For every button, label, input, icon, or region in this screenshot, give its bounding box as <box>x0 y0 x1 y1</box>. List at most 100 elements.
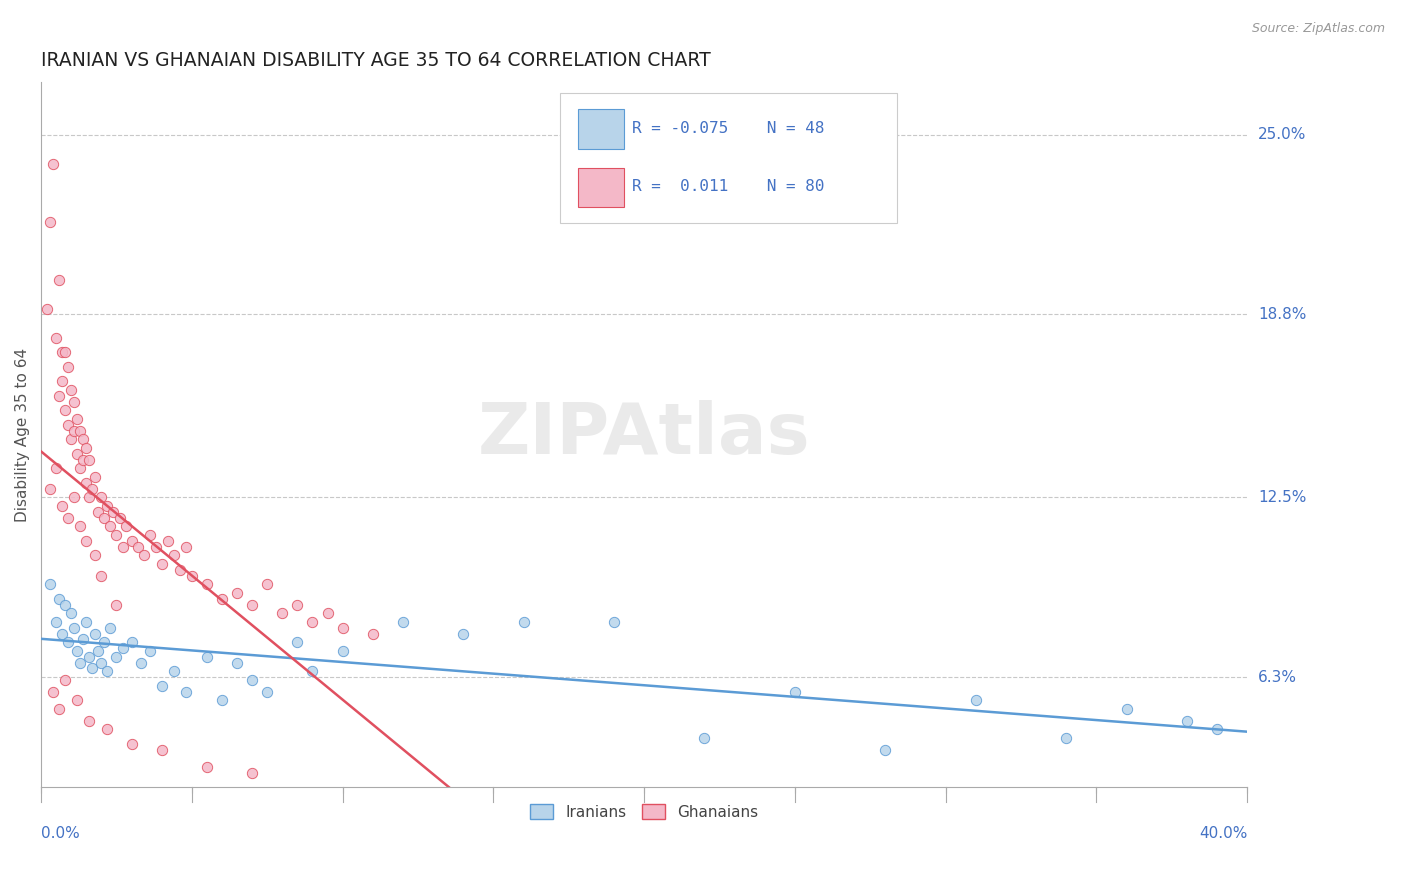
Point <box>79 452 101 467</box>
Point <box>240 766 263 780</box>
Point <box>1054 731 1077 745</box>
Point <box>138 644 160 658</box>
Point <box>39 214 62 228</box>
Point <box>138 528 160 542</box>
Point <box>79 714 101 728</box>
Point <box>51 499 73 513</box>
Point <box>45 461 67 475</box>
Point <box>58 417 80 432</box>
Point <box>129 656 152 670</box>
Point <box>60 607 83 621</box>
Point <box>121 635 143 649</box>
Point <box>75 615 97 629</box>
Text: 6.3%: 6.3% <box>1258 670 1298 685</box>
Point <box>51 345 73 359</box>
Point <box>79 649 101 664</box>
Point <box>72 632 94 647</box>
Point <box>66 412 89 426</box>
Point <box>42 684 65 698</box>
Point <box>332 621 354 635</box>
Point <box>66 447 89 461</box>
Point <box>37 301 59 316</box>
Point <box>316 607 339 621</box>
Point <box>150 557 173 571</box>
Point <box>48 273 70 287</box>
Point <box>156 533 179 548</box>
Point <box>287 598 309 612</box>
Point <box>332 644 354 658</box>
Point <box>105 528 128 542</box>
Point <box>121 737 143 751</box>
Point <box>69 461 91 475</box>
Point <box>105 598 128 612</box>
Point <box>53 598 76 612</box>
Point <box>69 656 91 670</box>
Point <box>51 374 73 388</box>
Point <box>53 673 76 687</box>
Point <box>392 615 415 629</box>
Point <box>42 156 65 170</box>
Point <box>100 519 122 533</box>
Point <box>114 519 136 533</box>
Point <box>93 635 115 649</box>
Text: Source: ZipAtlas.com: Source: ZipAtlas.com <box>1251 22 1385 36</box>
Point <box>195 760 218 774</box>
Point <box>90 490 112 504</box>
Point <box>87 505 110 519</box>
Text: IRANIAN VS GHANAIAN DISABILITY AGE 35 TO 64 CORRELATION CHART: IRANIAN VS GHANAIAN DISABILITY AGE 35 TO… <box>41 51 711 70</box>
Point <box>100 621 122 635</box>
Point <box>174 684 197 698</box>
Point <box>111 540 134 554</box>
Point <box>121 533 143 548</box>
Text: R = -0.075    N = 48: R = -0.075 N = 48 <box>633 120 824 136</box>
Point <box>965 693 987 707</box>
Point <box>69 519 91 533</box>
Point <box>79 490 101 504</box>
Point <box>693 731 716 745</box>
Point <box>72 452 94 467</box>
Point <box>163 549 186 563</box>
Point <box>163 665 186 679</box>
FancyBboxPatch shape <box>578 168 624 207</box>
Point <box>63 490 86 504</box>
Point <box>127 540 149 554</box>
Point <box>301 615 323 629</box>
Point <box>84 626 107 640</box>
Point <box>1115 702 1137 716</box>
Point <box>195 649 218 664</box>
Text: 40.0%: 40.0% <box>1199 826 1247 841</box>
Point <box>1206 723 1229 737</box>
Point <box>75 475 97 490</box>
Point <box>240 673 263 687</box>
Point <box>63 424 86 438</box>
Point <box>82 482 104 496</box>
Point <box>45 331 67 345</box>
Point <box>195 577 218 591</box>
Point <box>75 533 97 548</box>
Point <box>96 499 118 513</box>
Point <box>271 607 294 621</box>
Point <box>39 482 62 496</box>
Point <box>226 586 249 600</box>
Point <box>145 540 167 554</box>
Text: R =  0.011    N = 80: R = 0.011 N = 80 <box>633 179 824 194</box>
Point <box>82 661 104 675</box>
Point <box>287 635 309 649</box>
Point <box>93 510 115 524</box>
Point <box>63 621 86 635</box>
Point <box>96 723 118 737</box>
Point <box>90 656 112 670</box>
Point <box>48 389 70 403</box>
Point <box>58 635 80 649</box>
Point <box>48 591 70 606</box>
Point <box>361 626 384 640</box>
Point <box>256 577 278 591</box>
FancyBboxPatch shape <box>578 109 624 149</box>
Point <box>180 568 202 582</box>
Point <box>211 693 233 707</box>
Point <box>51 626 73 640</box>
Text: 25.0%: 25.0% <box>1258 127 1306 142</box>
Point <box>60 383 83 397</box>
Point <box>105 649 128 664</box>
Point <box>60 432 83 446</box>
